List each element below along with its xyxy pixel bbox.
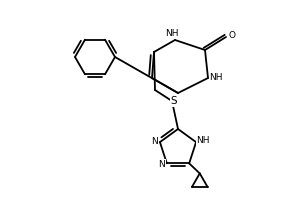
Text: NH: NH (209, 73, 223, 82)
Text: NH: NH (196, 136, 210, 145)
Text: O: O (229, 30, 236, 40)
Text: S: S (171, 96, 177, 106)
Text: N: N (152, 137, 158, 146)
Text: NH: NH (165, 29, 179, 38)
Text: N: N (158, 160, 165, 169)
